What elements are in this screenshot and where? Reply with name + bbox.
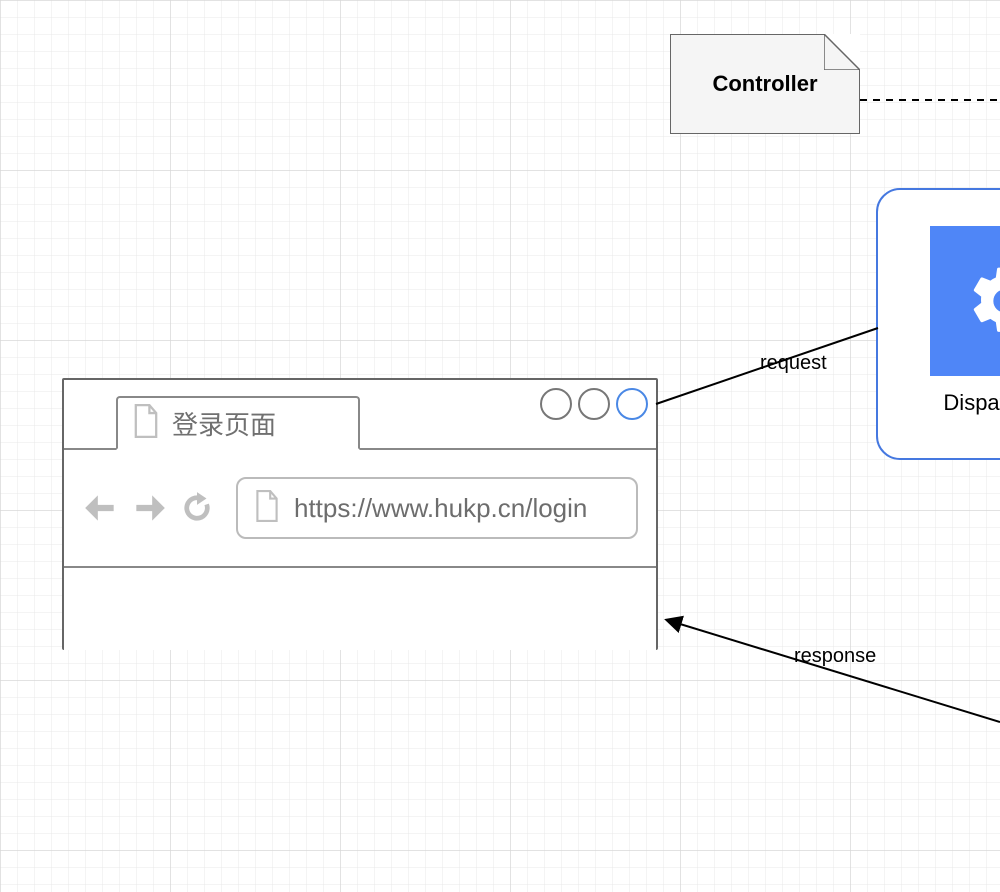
reload-icon[interactable] [178, 489, 216, 527]
controller-label: Controller [712, 71, 817, 97]
forward-icon[interactable] [130, 489, 168, 527]
browser-window[interactable]: 登录页面 [62, 378, 658, 650]
window-controls [540, 388, 648, 420]
note-fold-icon [824, 34, 860, 70]
controller-note[interactable]: Controller [670, 34, 860, 134]
browser-tabbar: 登录页面 [64, 380, 656, 450]
gear-icon [965, 261, 1000, 341]
dispatcher-card[interactable]: Dispatcher [876, 188, 1000, 460]
browser-tab[interactable]: 登录页面 [116, 396, 360, 450]
window-dot-3[interactable] [616, 388, 648, 420]
address-url: https://www.hukp.cn/login [294, 493, 587, 524]
window-dot-2[interactable] [578, 388, 610, 420]
back-icon[interactable] [82, 489, 120, 527]
page-icon [254, 490, 280, 527]
browser-toolbar: https://www.hukp.cn/login [64, 450, 656, 568]
edge-label-request: request [760, 352, 827, 375]
window-dot-1[interactable] [540, 388, 572, 420]
dispatcher-icon-tile [930, 226, 1000, 376]
browser-viewport [64, 568, 656, 650]
page-icon [132, 404, 160, 443]
edge-label-response: response [794, 645, 876, 668]
dispatcher-label: Dispatcher [878, 390, 1000, 416]
browser-tab-title: 登录页面 [172, 405, 276, 442]
address-bar[interactable]: https://www.hukp.cn/login [236, 477, 638, 539]
